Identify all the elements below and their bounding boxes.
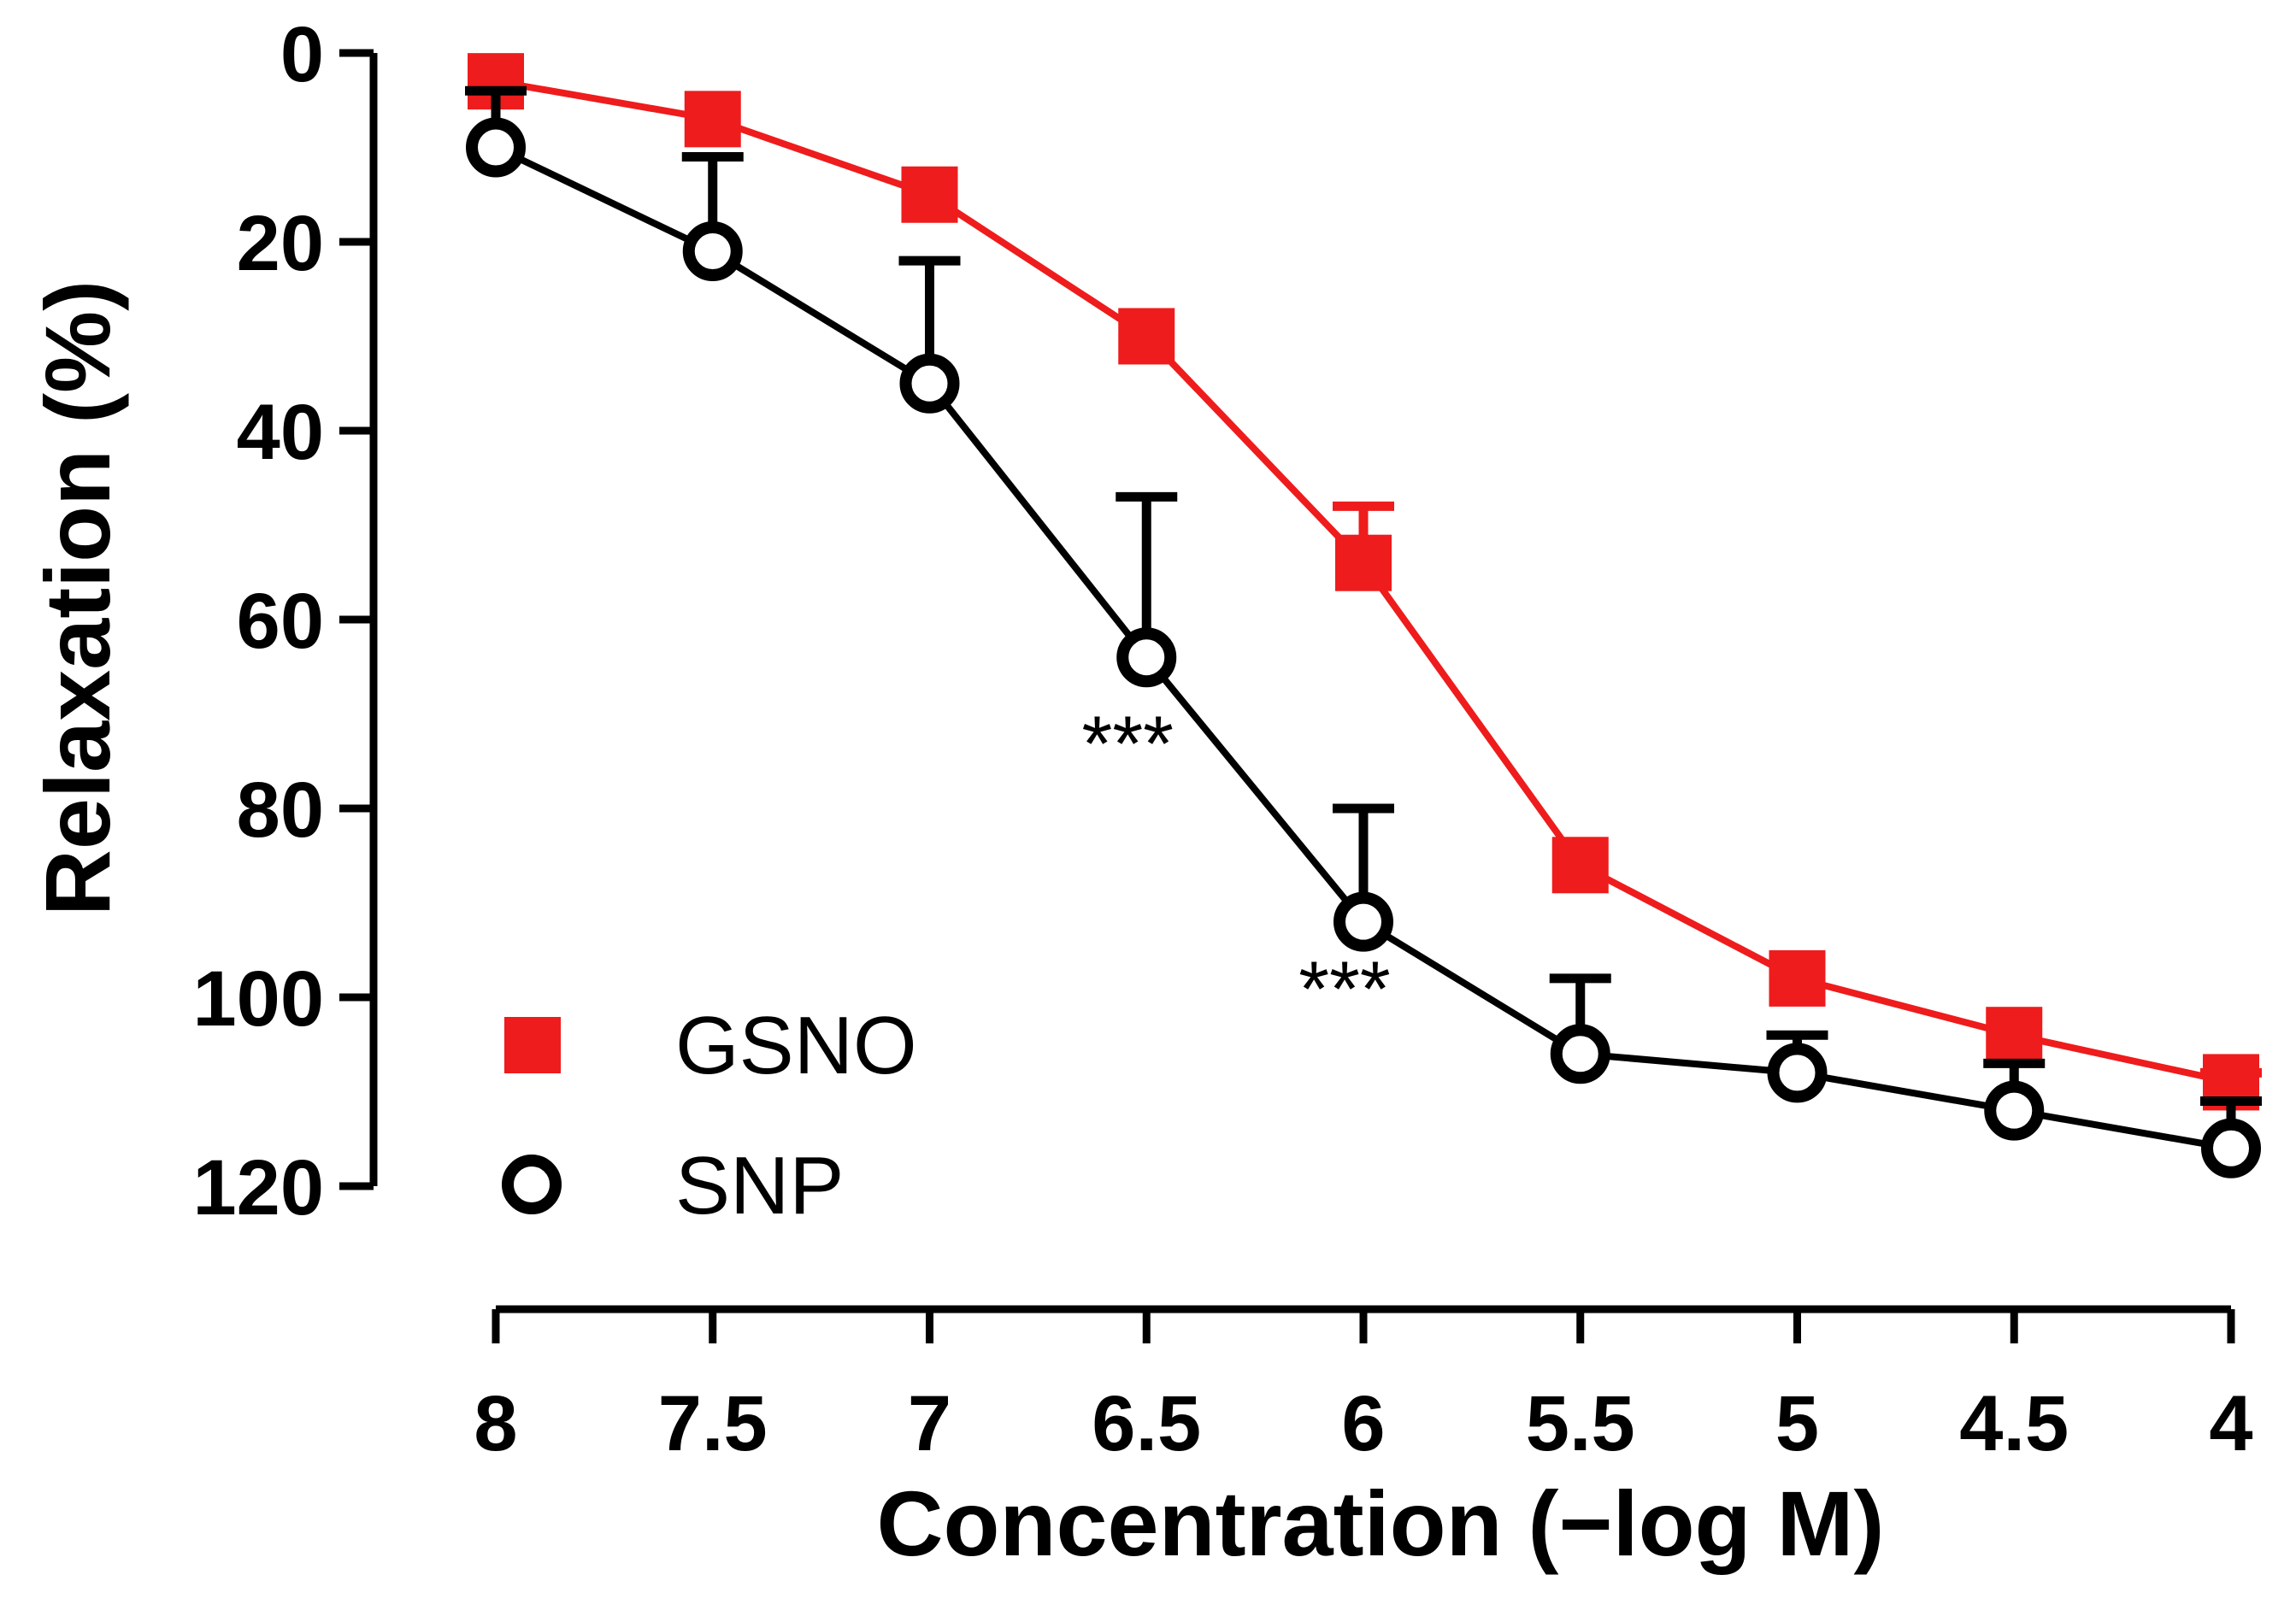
x-tick-label: 6 (1341, 1380, 1385, 1467)
data-point-snp (1767, 1043, 1828, 1103)
series-snp (465, 85, 2262, 1178)
y-tick-label: 80 (237, 767, 324, 854)
series-gsno (468, 53, 2262, 1111)
data-point-snp (1333, 891, 1393, 952)
y-tick-label: 60 (237, 578, 324, 665)
legend-gsno-label: GSNO (675, 1000, 917, 1091)
legend: GSNO SNP (502, 1000, 917, 1231)
significance-annotation: *** (1082, 701, 1174, 788)
x-tick-label: 5 (1775, 1380, 1819, 1467)
data-point-snp (1550, 1024, 1610, 1084)
y-tick-label: 20 (237, 200, 324, 287)
x-tick-label: 7 (908, 1380, 951, 1467)
x-axis: 8 7.5 7 6.5 6 5.5 5 4.5 4 (474, 1305, 2253, 1467)
annotation-layer: *** *** (1082, 701, 1391, 1033)
legend-snp-marker (502, 1155, 562, 1214)
data-point-gsno (901, 166, 958, 223)
legend-gsno-marker (504, 1017, 561, 1073)
x-tick-label: 5.5 (1526, 1380, 1635, 1467)
x-tick-label: 7.5 (658, 1380, 768, 1467)
data-point-snp (682, 221, 743, 282)
x-tick-label: 4.5 (1959, 1380, 2069, 1467)
data-point-snp (466, 117, 526, 178)
y-tick-label: 100 (193, 955, 325, 1043)
data-point-gsno (1551, 837, 1609, 894)
x-axis-title: Concentration (−log M) (877, 1472, 1885, 1575)
significance-annotation: *** (1298, 946, 1390, 1033)
data-point-gsno (1335, 534, 1392, 591)
data-point-gsno (684, 91, 741, 148)
y-tick-label: 0 (280, 11, 324, 98)
y-tick-label: 120 (193, 1144, 325, 1231)
data-point-snp (2201, 1118, 2261, 1178)
y-axis-title: Relaxation (%) (26, 280, 129, 916)
y-tick-label: 40 (237, 389, 324, 476)
x-tick-label: 8 (474, 1380, 517, 1467)
y-axis: 0 20 40 60 80 100 120 (193, 11, 378, 1231)
series-layer (465, 53, 2262, 1178)
data-point-gsno (1118, 308, 1175, 365)
x-tick-label: 4 (2209, 1380, 2252, 1467)
legend-snp-label: SNP (675, 1140, 844, 1231)
data-point-gsno (1769, 949, 1826, 1007)
data-point-snp (899, 353, 960, 414)
data-point-snp (1984, 1080, 2045, 1141)
data-point-gsno (1986, 1007, 2043, 1064)
x-tick-label: 6.5 (1092, 1380, 1201, 1467)
data-point-snp (1116, 627, 1177, 688)
